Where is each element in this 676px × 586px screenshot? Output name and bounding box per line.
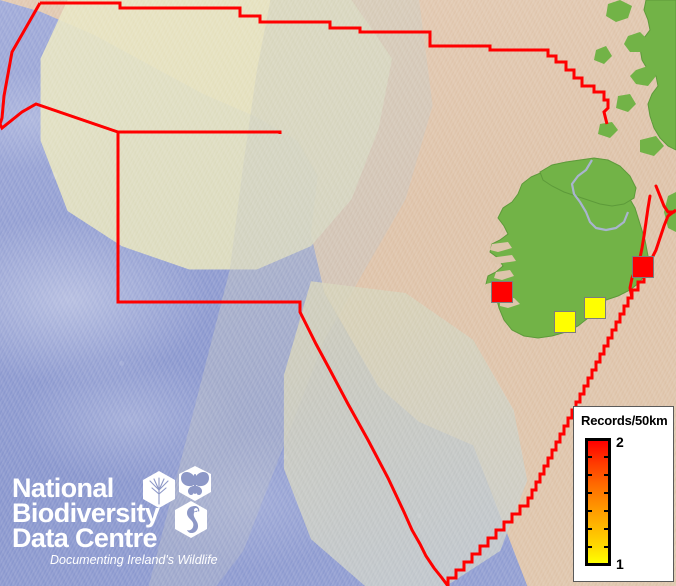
ireland-galway-bay [490, 242, 512, 252]
logo-hexagon-marks [143, 466, 211, 538]
colorbar-tick [604, 510, 611, 512]
legend-min-label: 1 [616, 556, 624, 572]
map-legend: Records/50km 2 1 [573, 406, 674, 582]
scotland-island-4 [616, 94, 636, 112]
colorbar-tick [585, 528, 592, 530]
northern-ireland-border [570, 159, 630, 232]
eez-boundary-south-coast [628, 194, 652, 300]
logo-line-1: National [12, 473, 114, 503]
legend-colorbar [585, 438, 611, 566]
butterfly-hexagon-icon [179, 466, 211, 501]
record-marker-record-east-wicklow[interactable] [632, 256, 654, 278]
plant-hexagon-icon [143, 471, 175, 508]
colorbar-tick [585, 456, 592, 458]
colorbar-tick [585, 546, 592, 548]
colorbar-frame [585, 438, 611, 566]
ireland-dingle-bay [494, 270, 514, 280]
colorbar-tick [604, 492, 611, 494]
logo-wordmark: National Biodiversity Data Centre [12, 473, 160, 553]
record-marker-record-south-waterford[interactable] [584, 297, 606, 319]
scotland-island-5 [652, 106, 672, 126]
colorbar-tick [604, 546, 611, 548]
ulster-landmass [539, 157, 637, 207]
record-marker-record-south-cork[interactable] [554, 311, 576, 333]
colorbar-tick [585, 510, 592, 512]
eez-boundary-irish-sea [654, 184, 676, 214]
colorbar-tick [604, 528, 611, 530]
colorbar-tick [604, 456, 611, 458]
nbdc-logo: National Biodiversity Data Centre Docume… [8, 466, 218, 576]
scotland-island-3 [630, 66, 656, 86]
scotland-mull-island [594, 46, 612, 64]
legend-title: Records/50km [581, 413, 668, 428]
logo-line-2: Biodiversity [12, 498, 160, 528]
colorbar-tick [604, 474, 611, 476]
logo-tagline: Documenting Ireland's Wildlife [50, 553, 218, 567]
eez-boundary-east [446, 208, 676, 586]
colorbar-gradient [588, 441, 608, 563]
colorbar-tick [585, 474, 592, 476]
logo-line-3: Data Centre [12, 523, 158, 553]
scotland-island-7 [640, 136, 664, 156]
legend-max-label: 2 [616, 434, 624, 450]
eez-boundary [40, 1, 610, 125]
record-marker-record-west-kerry[interactable] [491, 281, 513, 303]
eez-boundary-west [0, 2, 450, 586]
colorbar-tick [585, 492, 592, 494]
scotland-island-1 [606, 0, 632, 22]
scotland-island-6 [598, 122, 618, 138]
seahorse-hexagon-icon [175, 501, 207, 538]
scotland-island-2 [624, 32, 648, 52]
ireland-shannon-estuary [490, 255, 516, 264]
